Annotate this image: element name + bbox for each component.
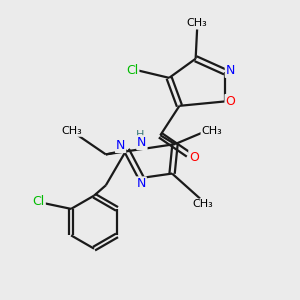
Text: N: N: [136, 177, 146, 190]
Text: O: O: [225, 95, 235, 108]
Text: H: H: [136, 130, 145, 140]
Text: Cl: Cl: [33, 195, 45, 208]
Text: N: N: [116, 139, 125, 152]
Text: CH₃: CH₃: [61, 126, 82, 136]
Text: Cl: Cl: [126, 64, 139, 77]
Text: O: O: [189, 151, 199, 164]
Text: N: N: [137, 136, 147, 149]
Text: CH₃: CH₃: [193, 200, 213, 209]
Text: CH₃: CH₃: [187, 18, 208, 28]
Text: N: N: [226, 64, 235, 77]
Text: CH₃: CH₃: [202, 126, 222, 136]
